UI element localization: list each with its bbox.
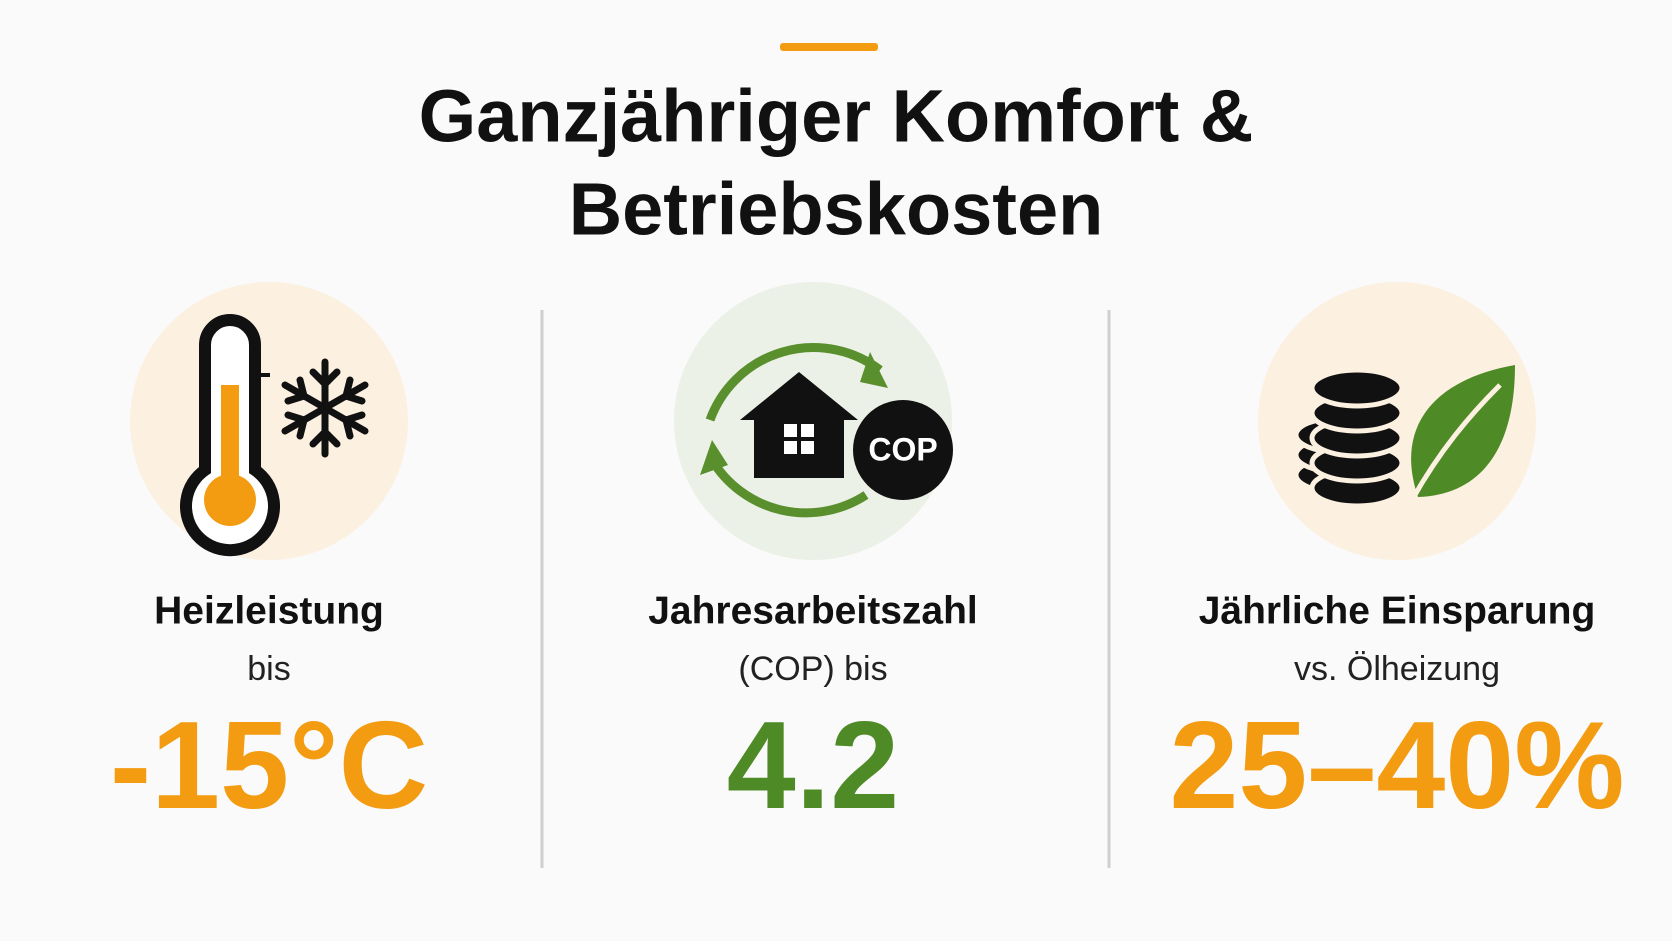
stat-sublabel: vs. Ölheizung bbox=[1294, 650, 1500, 688]
stat-label: Jährliche Einsparung bbox=[1199, 589, 1596, 632]
stat-value: 25–40% bbox=[1169, 697, 1624, 835]
cop-icon: COP bbox=[674, 282, 953, 560]
savings-icon bbox=[1258, 282, 1536, 560]
thermometer-icon bbox=[130, 282, 408, 560]
accent-bar bbox=[780, 43, 878, 51]
stat-value: 4.2 bbox=[727, 697, 899, 835]
title-line: Ganzjähriger Komfort & bbox=[419, 75, 1254, 158]
title-line: Betriebskosten bbox=[569, 168, 1104, 251]
stat-label: Heizleistung bbox=[154, 589, 384, 632]
stat-sublabel: bis bbox=[247, 650, 290, 688]
icon-text: COP bbox=[868, 431, 937, 467]
stat-value: -15°C bbox=[110, 697, 428, 835]
stat-label: Jahresarbeitszahl bbox=[648, 589, 978, 632]
stat-sublabel: (COP) bis bbox=[738, 650, 887, 688]
